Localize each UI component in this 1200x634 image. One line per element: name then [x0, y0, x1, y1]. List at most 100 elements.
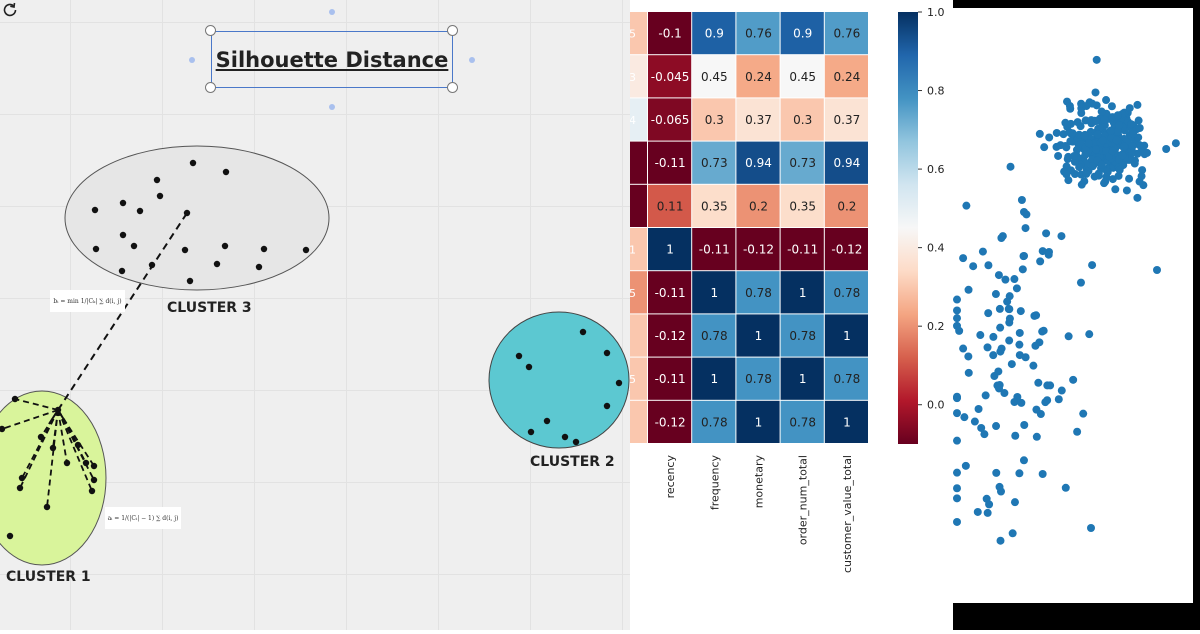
rotate-icon[interactable]	[0, 0, 20, 20]
heatmap-column-label: recency	[664, 455, 677, 499]
scatter-point	[1113, 111, 1122, 120]
heatmap-value-label: -0.12	[831, 243, 862, 257]
resize-handle-bottom-left[interactable]	[205, 82, 216, 93]
silhouette-diagram-panel: Silhouette Distance CLUSTER 3 CLUSTER 2 …	[0, 0, 630, 630]
scatter-point	[996, 347, 1005, 356]
heatmap-cell	[780, 12, 824, 55]
heatmap-value-label: 1	[843, 415, 851, 429]
heatmap-cell	[824, 12, 868, 55]
scatter-point	[969, 262, 978, 271]
scatter-point	[997, 233, 1006, 242]
resize-handle-top-left[interactable]	[205, 25, 216, 36]
scatter-point	[1122, 186, 1131, 195]
cluster-3-point	[119, 231, 127, 239]
cluster-3-point	[118, 267, 126, 275]
scatter-point	[1087, 524, 1095, 532]
scatter-point	[1021, 224, 1030, 233]
heatmap-value-label: 0.78	[789, 329, 816, 343]
cluster-2-point	[515, 352, 523, 360]
resize-handle-top-right[interactable]	[447, 25, 458, 36]
heatmap-cell	[780, 228, 824, 271]
connector-handle-left[interactable]	[189, 57, 195, 63]
scatter-point	[964, 352, 973, 361]
scatter-point	[1010, 275, 1019, 284]
heatmap-value-label: 0.78	[834, 286, 861, 300]
heatmap-value-label: 0.94	[834, 156, 861, 170]
cluster-3-point	[222, 168, 230, 176]
scatter-point	[1138, 166, 1147, 175]
heatmap-value-label: 0.35	[701, 199, 728, 213]
heatmap-cell	[780, 357, 824, 400]
cluster-3-point	[302, 246, 310, 254]
heatmap-value-label: 0.73	[789, 156, 816, 170]
scatter-point	[1137, 172, 1146, 181]
heatmap-cell	[648, 271, 692, 314]
scatter-point	[1008, 529, 1017, 538]
scatter-point	[1000, 389, 1009, 398]
scatter-point	[1036, 257, 1045, 266]
scatter-point	[995, 482, 1004, 491]
scatter-point	[1118, 151, 1127, 160]
scatter-point	[1075, 163, 1084, 172]
heatmap-value-label: 1	[799, 372, 807, 386]
scatter-point	[1015, 469, 1024, 478]
cluster-1-point	[90, 476, 98, 484]
heatmap-column-label: frequency	[708, 455, 721, 511]
cluster-3-label: CLUSTER 3	[167, 300, 252, 316]
scatter-point	[953, 321, 961, 330]
scatter-point	[953, 295, 961, 304]
scatter-point	[1102, 96, 1111, 105]
scatter-plot-panel	[953, 0, 1200, 630]
connector-handle-top[interactable]	[329, 9, 335, 15]
heatmap-cell	[692, 98, 736, 141]
scatter-point	[1100, 115, 1109, 124]
cluster-1-shape[interactable]	[0, 390, 107, 566]
scatter-point	[953, 393, 961, 402]
resize-handle-bottom-right[interactable]	[447, 82, 458, 93]
scatter-point	[1064, 176, 1073, 185]
scatter-point	[1005, 336, 1014, 345]
heatmap-value-label: 1	[755, 415, 763, 429]
heatmap-cell-partial	[630, 12, 647, 55]
title-textbox[interactable]: Silhouette Distance	[211, 31, 453, 88]
scatter-point	[961, 461, 970, 470]
scatter-point	[1133, 193, 1142, 202]
cluster-3-point	[156, 192, 164, 200]
diagram-title: Silhouette Distance	[215, 47, 449, 72]
heatmap-cell-partial	[630, 98, 647, 141]
heatmap-cell-partial	[630, 271, 647, 314]
scatter-point	[953, 484, 961, 493]
cluster-1-point	[74, 441, 82, 449]
scatter-point	[1082, 101, 1091, 110]
scatter-point	[1070, 157, 1079, 166]
connector-handle-right[interactable]	[469, 57, 475, 63]
cluster-2-point	[525, 363, 533, 371]
heatmap-cell	[824, 98, 868, 141]
scatter-point	[992, 468, 1001, 477]
scatter-point	[1064, 332, 1073, 341]
scatter-point	[1076, 278, 1085, 287]
heatmap-cell	[780, 314, 824, 357]
scatter-point	[964, 368, 973, 377]
scatter-point	[985, 500, 994, 509]
scatter-point	[1005, 314, 1014, 323]
cluster-2-shape[interactable]	[488, 311, 630, 449]
scatter-point	[1065, 102, 1074, 111]
cluster-3-shape[interactable]	[64, 145, 330, 291]
connector-handle-bottom[interactable]	[329, 104, 335, 110]
cluster-2-point	[603, 402, 611, 410]
scatter-point	[1034, 378, 1043, 387]
scatter-point	[1018, 265, 1027, 274]
heatmap-chart: 5 -0.1 0.9 0.76 0.9 0.763 -0.045 0.45 0.24 0.45 0.…	[629, 6, 945, 573]
heatmap-cell	[780, 141, 824, 184]
heatmap-value-label: 0.45	[701, 70, 728, 84]
heatmap-cell	[736, 98, 780, 141]
cluster-3-point	[153, 176, 161, 184]
scatter-point	[1063, 155, 1072, 164]
scatter-point	[1114, 171, 1123, 180]
cluster-3-point	[136, 207, 144, 215]
scatter-point	[1094, 171, 1103, 180]
scatter-point	[959, 254, 968, 263]
scatter-point	[1097, 160, 1106, 169]
scatter-point	[992, 422, 1001, 431]
